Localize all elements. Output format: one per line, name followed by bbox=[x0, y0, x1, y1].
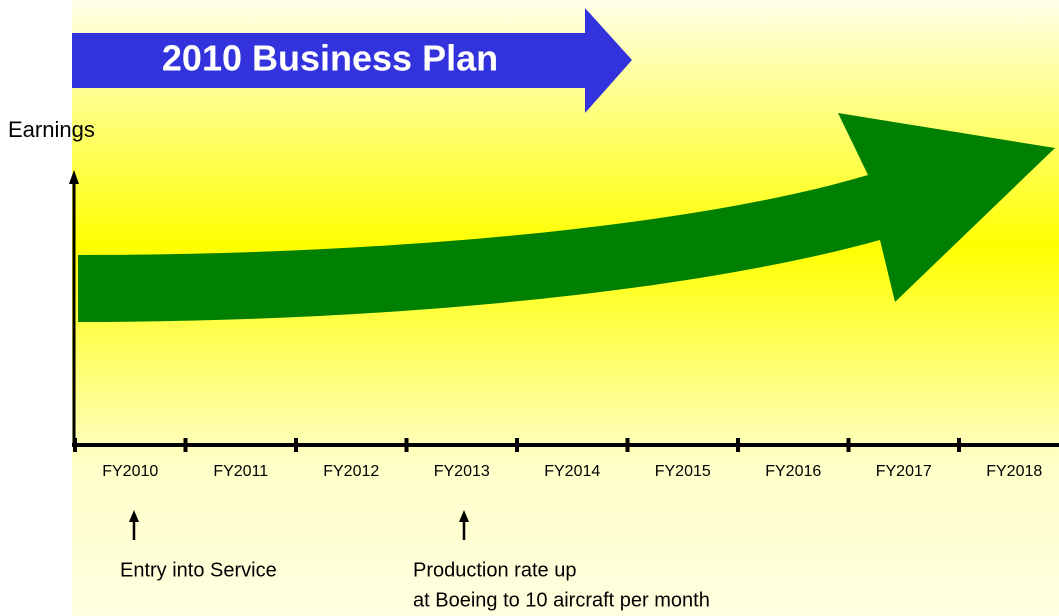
annotation: Production rate up bbox=[413, 559, 576, 581]
year-label: FY2017 bbox=[876, 463, 932, 480]
year-label: FY2013 bbox=[434, 463, 490, 480]
pointer-arrowhead bbox=[129, 510, 139, 522]
y-axis-arrowhead bbox=[69, 170, 79, 184]
year-label: FY2011 bbox=[213, 463, 268, 480]
pointer-arrowhead bbox=[459, 510, 469, 522]
title: 2010 Business Plan bbox=[162, 38, 498, 79]
y-axis-label: Earnings bbox=[8, 117, 95, 142]
year-label: FY2015 bbox=[655, 463, 711, 480]
year-label: FY2018 bbox=[986, 463, 1042, 480]
earnings-arrow bbox=[78, 113, 1055, 322]
year-label: FY2014 bbox=[544, 463, 600, 480]
year-label: FY2012 bbox=[323, 463, 379, 480]
year-label: FY2016 bbox=[765, 463, 821, 480]
year-label: FY2010 bbox=[102, 463, 158, 480]
plan-arrow bbox=[72, 8, 632, 113]
annotation: Entry into Service bbox=[120, 559, 277, 581]
annotation: at Boeing to 10 aircraft per month bbox=[413, 589, 710, 611]
